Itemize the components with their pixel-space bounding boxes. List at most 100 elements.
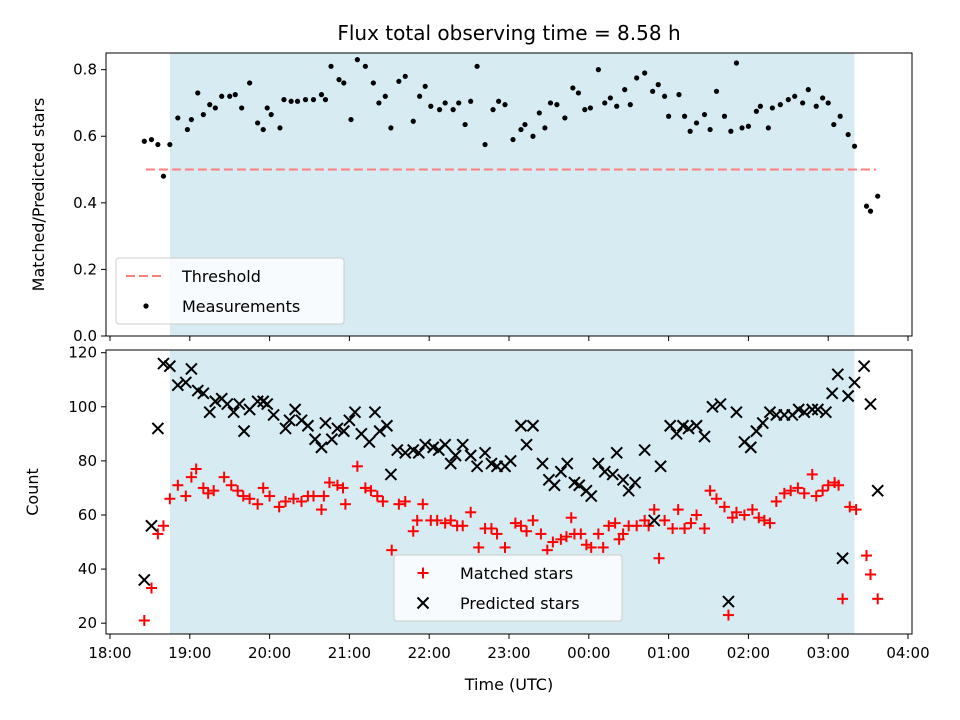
measurement-point <box>769 105 775 111</box>
measurement-point <box>867 208 874 214</box>
x-tick-label: 03:00 <box>807 644 850 662</box>
x-tick-label: 02:00 <box>727 644 770 662</box>
predicted-star-points <box>138 357 884 608</box>
matched-star-point <box>844 501 856 513</box>
predicted-star-point <box>221 397 234 411</box>
y-tick-label: 0.2 <box>73 260 97 278</box>
y-tick-label: 80 <box>78 452 97 470</box>
matched-star-point <box>431 514 443 526</box>
predicted-star-point <box>319 416 332 430</box>
measurement-point <box>247 80 253 86</box>
measurement-point <box>622 87 628 93</box>
matched-star-point <box>225 479 237 491</box>
predicted-star-point <box>283 414 296 427</box>
y-tick-label: 0.6 <box>73 127 97 145</box>
bottom-legend-box <box>393 554 623 622</box>
matched-star-point <box>331 479 343 491</box>
measurement-point <box>474 63 480 69</box>
measurement-point <box>212 105 218 111</box>
predicted-star-point <box>301 419 315 432</box>
measurement-point <box>587 105 593 111</box>
measurement-point <box>141 138 147 144</box>
measurement-point <box>167 141 173 148</box>
legend-matched-label: Matched stars <box>460 564 573 583</box>
measurement-point <box>687 128 693 134</box>
matched-star-point <box>318 490 330 502</box>
measurement-point <box>264 105 270 111</box>
matched-star-point <box>778 487 790 499</box>
predicted-star-point <box>698 430 711 443</box>
matched-star-point <box>323 477 335 489</box>
predicted-star-point <box>337 424 351 438</box>
measurement-point <box>627 102 633 108</box>
matched-star-point <box>710 493 722 505</box>
predicted-star-point <box>811 403 825 416</box>
predicted-star-point <box>279 422 292 435</box>
measurement-point <box>396 78 402 84</box>
measurement-point <box>456 100 462 106</box>
measurement-point <box>530 133 536 139</box>
predicted-star-point <box>756 416 769 430</box>
matched-star-point <box>491 528 503 540</box>
predicted-star-point <box>831 368 844 381</box>
matched-star-point <box>515 520 527 532</box>
matched-star-point <box>145 582 157 594</box>
predicted-star-point <box>163 360 177 373</box>
measurement-point <box>676 92 682 98</box>
matched-star-point <box>718 501 730 513</box>
measurement-point <box>207 102 213 108</box>
matched-star-point <box>157 520 169 532</box>
predicted-star-point <box>663 419 677 432</box>
predicted-star-point <box>331 422 344 435</box>
matched-star-point <box>631 520 643 532</box>
predicted-star-point <box>151 422 165 435</box>
predicted-star-point <box>384 468 398 481</box>
measurement-point <box>614 103 620 109</box>
matched-star-point <box>758 514 770 526</box>
matched-star-point <box>185 471 197 483</box>
top-panel: 0.0 0.2 0.4 0.6 0.8 Flux total observing tim… <box>29 21 913 345</box>
measurement-point <box>739 125 745 131</box>
matched-star-point <box>691 509 703 521</box>
matched-star-point <box>190 463 202 475</box>
measurement-point <box>805 87 811 93</box>
measurement-point <box>757 103 763 109</box>
matched-star-point <box>704 485 716 497</box>
measurement-point <box>851 143 858 149</box>
matched-star-point <box>280 495 292 507</box>
matched-star-point <box>806 468 818 480</box>
predicted-star-point <box>548 479 561 492</box>
matched-star-point <box>609 517 621 529</box>
matched-star-point <box>810 490 822 502</box>
matched-star-point <box>307 490 319 502</box>
measurement-point <box>436 107 443 113</box>
measurement-point <box>733 60 740 66</box>
measurement-point <box>322 97 329 103</box>
measurement-point <box>634 75 640 81</box>
predicted-star-point <box>145 519 158 533</box>
predicted-star-point <box>368 406 382 419</box>
predicted-star-point <box>138 573 151 587</box>
matched-star-point <box>521 525 533 537</box>
matched-star-point <box>560 531 572 543</box>
predicted-star-point <box>806 403 819 416</box>
matched-star-point <box>257 482 269 494</box>
matched-star-point <box>672 504 684 516</box>
predicted-star-point <box>763 406 777 419</box>
measurement-point <box>410 118 416 124</box>
predicted-star-point <box>260 397 274 411</box>
predicted-star-point <box>848 376 861 389</box>
measurement-point <box>268 111 274 118</box>
measurement-point <box>570 85 576 91</box>
top-title: Flux total observing time = 8.58 h <box>337 21 680 45</box>
predicted-star-point <box>363 435 376 449</box>
predicted-star-point <box>819 406 833 419</box>
matched-star-point <box>218 471 230 483</box>
measurement-point <box>518 126 524 133</box>
x-tick-label: 23:00 <box>487 644 530 662</box>
matched-star-point <box>699 523 711 535</box>
matched-star-point <box>861 550 873 562</box>
predicted-star-point <box>714 397 727 411</box>
predicted-star-point <box>380 419 394 432</box>
measurement-point <box>294 98 301 104</box>
